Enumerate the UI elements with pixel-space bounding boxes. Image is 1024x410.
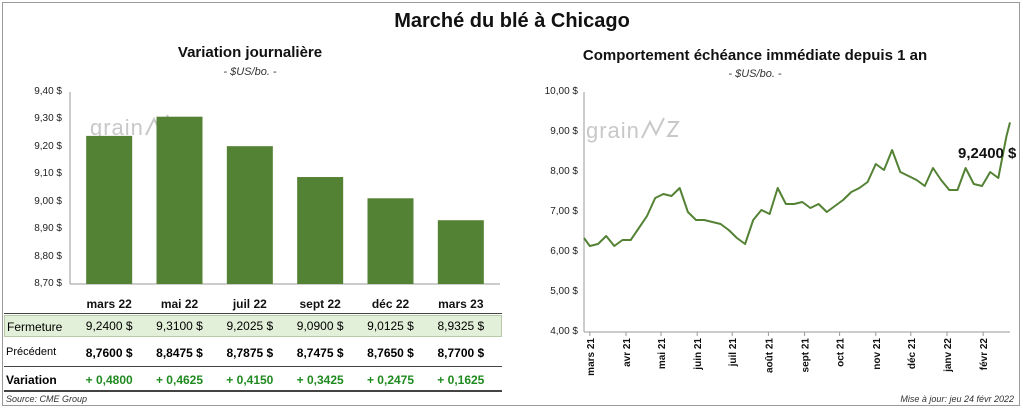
cell-precedent: 8,8475 $ bbox=[156, 346, 203, 360]
table-separator bbox=[4, 366, 502, 367]
left-y-tick: 8,80 $ bbox=[34, 250, 62, 262]
main-title: Marché du blé à Chicago bbox=[394, 10, 630, 32]
cell-fermeture: 9,0125 $ bbox=[367, 319, 414, 333]
bar bbox=[226, 146, 273, 284]
bar bbox=[367, 198, 414, 284]
left-y-tick: 9,10 $ bbox=[34, 168, 62, 180]
right-y-tick: 6,00 $ bbox=[550, 246, 578, 257]
cell-variation: + 0,3425 bbox=[296, 373, 344, 387]
row-label-fermeture: Fermeture bbox=[7, 320, 63, 334]
bar bbox=[156, 116, 203, 284]
x-tick-label: janv 22 bbox=[943, 338, 954, 373]
table-separator bbox=[4, 313, 502, 314]
left-chart-title: Variation journalière bbox=[177, 44, 323, 61]
left-y-tick: 9,00 $ bbox=[34, 195, 62, 207]
bar-category-label: mars 22 bbox=[86, 297, 132, 311]
cell-precedent: 8,7650 $ bbox=[367, 346, 414, 360]
left-y-tick: 9,40 $ bbox=[34, 86, 62, 97]
right-y-tick: 10,00 $ bbox=[544, 86, 578, 97]
table-row-variation: Variation bbox=[4, 369, 502, 391]
x-tick-label: mai 21 bbox=[657, 338, 668, 370]
right-y-tick: 7,00 $ bbox=[550, 206, 578, 217]
cell-fermeture: 8,9325 $ bbox=[437, 319, 485, 333]
bar bbox=[297, 177, 344, 284]
cell-fermeture: 9,0900 $ bbox=[296, 319, 344, 333]
x-tick-label: avr 21 bbox=[622, 338, 633, 367]
left-y-tick: 9,30 $ bbox=[34, 113, 62, 125]
x-tick-label: mars 21 bbox=[586, 338, 597, 376]
x-tick-label: août 21 bbox=[764, 338, 775, 373]
left-y-tick: 9,20 $ bbox=[34, 140, 62, 152]
bar-category-label: sept 22 bbox=[299, 297, 341, 311]
chart-frame bbox=[2, 2, 1020, 406]
source-note: Source: CME Group bbox=[6, 394, 88, 404]
right-y-tick: 8,00 $ bbox=[550, 166, 578, 177]
last-value-label: 9,2400 $ bbox=[958, 145, 1017, 162]
cell-variation: + 0,4625 bbox=[155, 373, 204, 387]
x-tick-label: juin 21 bbox=[693, 338, 704, 371]
left-chart-unit: - $US/bo. - bbox=[223, 66, 277, 78]
row-label-variation: Variation bbox=[6, 373, 57, 387]
bar bbox=[86, 135, 133, 284]
right-chart-unit: - $US/bo. - bbox=[728, 68, 782, 80]
x-tick-label: sept 21 bbox=[801, 338, 812, 373]
table-row-fermeture: Fermeture bbox=[4, 315, 502, 337]
x-tick-label: déc 21 bbox=[907, 338, 918, 370]
left-y-tick: 8,70 $ bbox=[34, 278, 62, 289]
table-separator bbox=[4, 390, 502, 392]
cell-fermeture: 9,3100 $ bbox=[156, 319, 203, 333]
cell-precedent: 8,7600 $ bbox=[85, 346, 133, 360]
cell-variation: + 0,4150 bbox=[226, 373, 274, 387]
update-note: Mise à jour: jeu 24 févr 2022 bbox=[900, 394, 1014, 404]
right-chart-title: Comportement échéance immédiate depuis 1… bbox=[582, 47, 928, 64]
bar bbox=[437, 220, 484, 284]
x-tick-label: févr 22 bbox=[979, 338, 990, 371]
price-series-line bbox=[583, 122, 1011, 247]
x-tick-label: oct 21 bbox=[836, 338, 847, 367]
cell-precedent: 8,7475 $ bbox=[296, 346, 344, 360]
x-tick-label: nov 21 bbox=[872, 338, 883, 370]
bar-category-label: juil 22 bbox=[232, 297, 267, 311]
bar-category-label: déc 22 bbox=[371, 297, 410, 311]
row-label-precedent: Précédent bbox=[6, 346, 57, 358]
bar-category-label: mai 22 bbox=[160, 297, 199, 311]
cell-precedent: 8,7700 $ bbox=[437, 346, 485, 360]
cell-variation: + 0,1625 bbox=[437, 373, 485, 387]
right-y-tick: 5,00 $ bbox=[550, 286, 578, 297]
right-y-tick: 9,00 $ bbox=[550, 126, 578, 137]
cell-precedent: 8,7875 $ bbox=[226, 346, 274, 360]
table-row-precedent: Précédent bbox=[4, 342, 502, 364]
right-y-tick: 4,00 $ bbox=[550, 326, 578, 337]
right-grainwiz-logo: grain bbox=[586, 116, 680, 144]
cell-fermeture: 9,2400 $ bbox=[85, 319, 133, 333]
cell-variation: + 0,2475 bbox=[366, 373, 415, 387]
cell-variation: + 0,4800 bbox=[85, 373, 133, 387]
cell-fermeture: 9,2025 $ bbox=[226, 319, 274, 333]
x-tick-label: juil 21 bbox=[728, 338, 739, 368]
left-y-tick: 8,90 $ bbox=[34, 223, 62, 235]
bar-category-label: mars 23 bbox=[438, 297, 484, 311]
